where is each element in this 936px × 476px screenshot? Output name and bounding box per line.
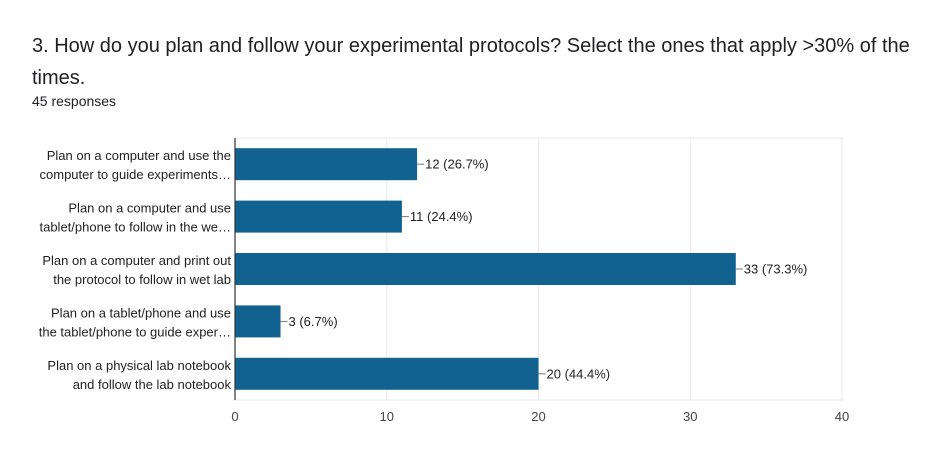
bar xyxy=(235,305,281,338)
x-tick-label: 10 xyxy=(380,409,394,424)
category-label: tablet/phone to follow in the we… xyxy=(39,220,231,235)
data-label: 3 (6.7%) xyxy=(289,314,338,329)
bar xyxy=(235,148,418,181)
category-label: the tablet/phone to guide exper… xyxy=(39,324,231,339)
bar xyxy=(235,357,539,390)
bar xyxy=(235,253,736,285)
category-label: Plan on a computer and use xyxy=(68,201,231,216)
response-count: 45 responses xyxy=(32,93,117,109)
category-label: Plan on a tablet/phone and use xyxy=(51,305,231,320)
x-tick-label: 20 xyxy=(531,409,545,424)
category-label: the protocol to follow in wet lab xyxy=(53,272,231,287)
category-label: Plan on a physical lab notebook xyxy=(47,358,231,373)
x-tick-label: 40 xyxy=(835,409,849,424)
category-label: Plan on a computer and print out xyxy=(42,253,231,268)
category-label: and follow the lab notebook xyxy=(73,377,232,392)
x-tick-label: 0 xyxy=(231,409,238,424)
bar xyxy=(235,200,402,233)
category-label: computer to guide experiments… xyxy=(40,167,231,182)
data-label: 12 (26.7%) xyxy=(425,157,489,172)
category-label: Plan on a computer and use the xyxy=(47,148,231,163)
question-title: 3. How do you plan and follow your exper… xyxy=(32,35,910,89)
data-label: 33 (73.3%) xyxy=(744,262,808,277)
data-label: 11 (24.4%) xyxy=(410,209,473,224)
x-tick-label: 30 xyxy=(683,409,697,424)
data-label: 20 (44.4%) xyxy=(547,366,611,381)
